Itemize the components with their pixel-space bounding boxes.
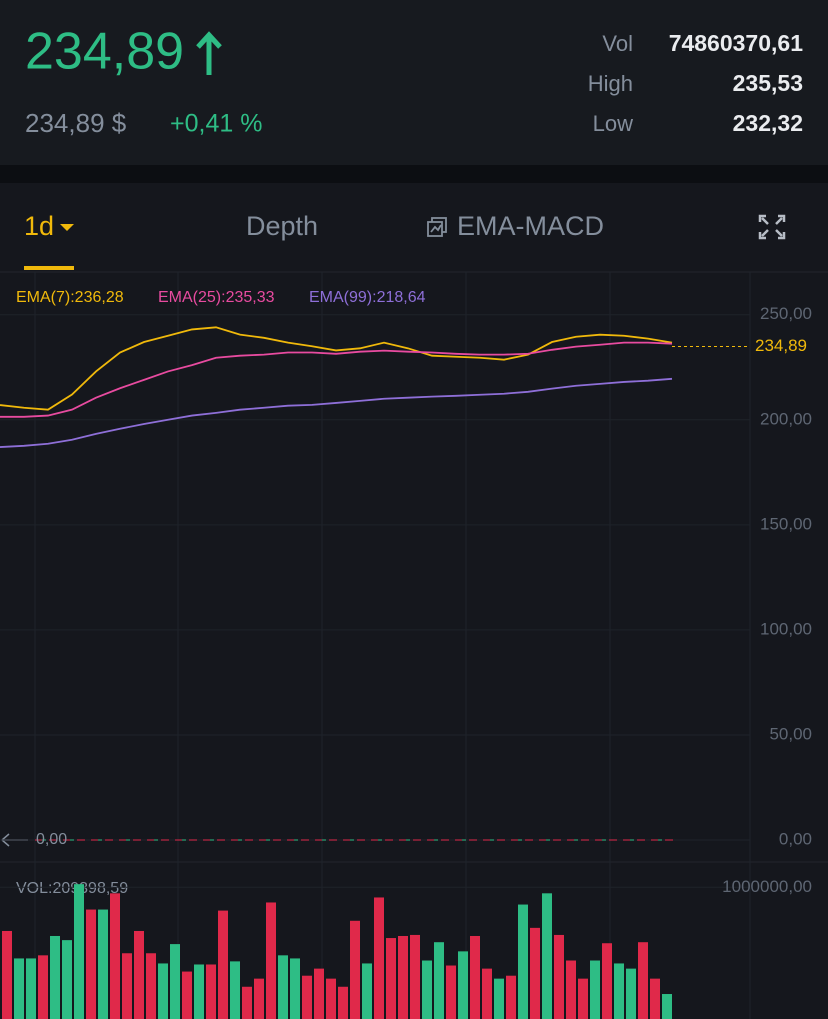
- volume-bar: [566, 960, 576, 1019]
- caret-icon: [60, 224, 74, 231]
- volume-bar: [626, 968, 636, 1019]
- header-bg: [0, 0, 828, 165]
- stat-label: Low: [593, 111, 633, 136]
- volume-bar: [38, 955, 48, 1019]
- y-tick-label: 50,00: [769, 724, 812, 743]
- volume-bar: [254, 978, 264, 1019]
- y-tick-label: 1000000,00: [722, 877, 812, 896]
- volume-bar: [434, 942, 444, 1019]
- volume-bar: [518, 904, 528, 1019]
- volume-bar: [290, 958, 300, 1019]
- zero-label: 0,00: [36, 831, 67, 848]
- volume-bar: [218, 910, 228, 1019]
- volume-bar: [398, 935, 408, 1019]
- ema-line: [0, 341, 673, 418]
- volume-bar: [386, 938, 396, 1019]
- volume-bar: [578, 978, 588, 1019]
- vertical-grid: [34, 272, 751, 1019]
- ema-line: [0, 377, 673, 448]
- volume-bar: [542, 893, 552, 1019]
- y-tick-label: 250,00: [760, 304, 812, 323]
- volume-bar: [494, 978, 504, 1019]
- volume-bar: [482, 968, 492, 1019]
- price: 234,89: [25, 23, 184, 81]
- volume-bar: [374, 897, 384, 1019]
- volume-bar: [74, 884, 84, 1019]
- last-price-label: 234,89: [755, 336, 807, 355]
- ema-line: [0, 326, 673, 411]
- volume-bar: [110, 893, 120, 1019]
- volume-bar: [590, 960, 600, 1019]
- volume-bar: [650, 978, 660, 1019]
- y-tick-label: 200,00: [760, 409, 812, 428]
- stat-value: 232,32: [733, 110, 803, 136]
- y-tick-label: 0,00: [779, 829, 812, 848]
- volume-bar: [50, 935, 60, 1019]
- volume-bar: [638, 942, 648, 1019]
- depth-tab[interactable]: Depth: [246, 211, 318, 241]
- chart-bg: [0, 183, 828, 1019]
- divider: [0, 165, 828, 183]
- volume-title: VOL:209398,59: [16, 880, 128, 897]
- stat-value: 74860370,61: [669, 30, 804, 56]
- volume-bar: [530, 927, 540, 1019]
- stat-label: High: [588, 71, 633, 96]
- volume-bar: [230, 961, 240, 1019]
- up-arrow-icon: [196, 31, 222, 75]
- volume-bar: [614, 963, 624, 1019]
- volume-bar: [26, 958, 36, 1019]
- volume-bar: [242, 986, 252, 1019]
- volume-bar: [338, 986, 348, 1019]
- volume-bar: [470, 935, 480, 1019]
- volume-bar: [446, 965, 456, 1019]
- volume-bar: [62, 940, 72, 1019]
- volume-bar: [458, 951, 468, 1019]
- volume-bar: [302, 975, 312, 1019]
- volume-bar: [2, 930, 12, 1019]
- legend-entry: EMA(25):235,33: [158, 289, 275, 306]
- volume-bar: [86, 909, 96, 1019]
- volume-bar: [278, 955, 288, 1019]
- volume-bar: [410, 934, 420, 1019]
- volume-bar: [554, 934, 564, 1019]
- volume-bar: [362, 963, 372, 1019]
- volume-bar: [422, 960, 432, 1019]
- indicator-tab[interactable]: EMA-MACD: [457, 211, 604, 241]
- volume-bar: [506, 975, 516, 1019]
- stat-label: Vol: [602, 31, 633, 56]
- volume-bar: [314, 968, 324, 1019]
- legend-entry: EMA(99):218,64: [309, 289, 426, 306]
- fullscreen-icon[interactable]: [758, 214, 786, 240]
- volume-bar: [170, 944, 180, 1019]
- volume-bar: [14, 958, 24, 1019]
- stat-value: 235,53: [733, 70, 803, 96]
- volume-bar: [146, 953, 156, 1019]
- indicator-icon: [427, 217, 447, 237]
- volume-bar: [662, 994, 672, 1019]
- change: +0,41 %: [170, 110, 262, 138]
- volume-bar: [182, 971, 192, 1019]
- volume-bar: [206, 964, 216, 1019]
- volume-bar: [98, 909, 108, 1019]
- volume-bar: [350, 920, 360, 1019]
- legend-entry: EMA(7):236,28: [16, 289, 124, 306]
- volume-bar: [266, 902, 276, 1019]
- volume-bar: [602, 943, 612, 1019]
- volume-bar: [194, 964, 204, 1019]
- y-tick-label: 150,00: [760, 514, 812, 533]
- volume-bar: [122, 953, 132, 1019]
- volume-bar: [134, 930, 144, 1019]
- volume-bar: [326, 978, 336, 1019]
- tab-underline: [24, 266, 74, 270]
- interval-tab[interactable]: 1d: [24, 211, 54, 241]
- fiat-price: 234,89 $: [25, 108, 127, 138]
- y-tick-label: 100,00: [760, 619, 812, 638]
- volume-bar: [158, 963, 168, 1019]
